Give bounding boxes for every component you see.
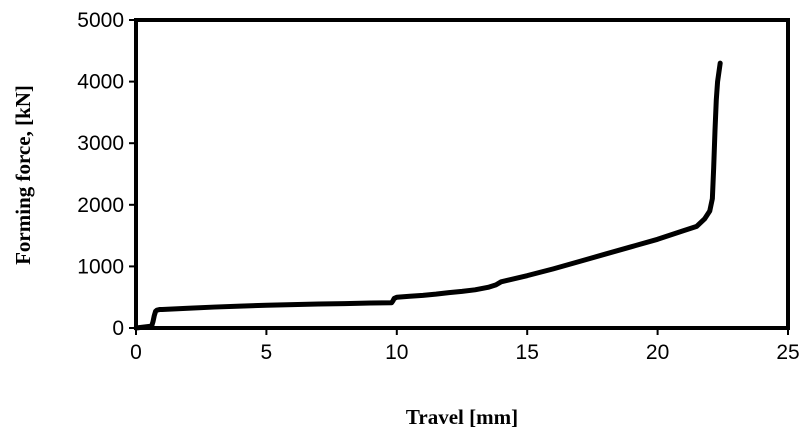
x-axis-ticks: 0 5 10 15 20 25 xyxy=(130,328,800,364)
plot-area-frame xyxy=(134,18,790,330)
series-line xyxy=(133,60,723,331)
y-tick-label: 4000 xyxy=(77,71,124,94)
y-tick-label: 2000 xyxy=(77,194,124,217)
x-tick-label: 5 xyxy=(261,341,273,364)
y-tick-label: 5000 xyxy=(77,9,124,32)
y-axis-title: Forming force, [kN] xyxy=(11,85,35,265)
y-axis-ticks: 0 1000 2000 3000 4000 5000 xyxy=(77,9,136,340)
x-tick-label: 20 xyxy=(646,341,669,364)
x-tick-label: 0 xyxy=(130,341,142,364)
x-tick-label: 25 xyxy=(776,341,799,364)
x-tick-label: 10 xyxy=(385,341,408,364)
y-tick-label: 0 xyxy=(112,317,124,340)
x-tick-label: 15 xyxy=(516,341,539,364)
y-tick-label: 1000 xyxy=(77,255,124,278)
x-axis-title: Travel [mm] xyxy=(406,405,518,429)
y-tick-label: 3000 xyxy=(77,132,124,155)
